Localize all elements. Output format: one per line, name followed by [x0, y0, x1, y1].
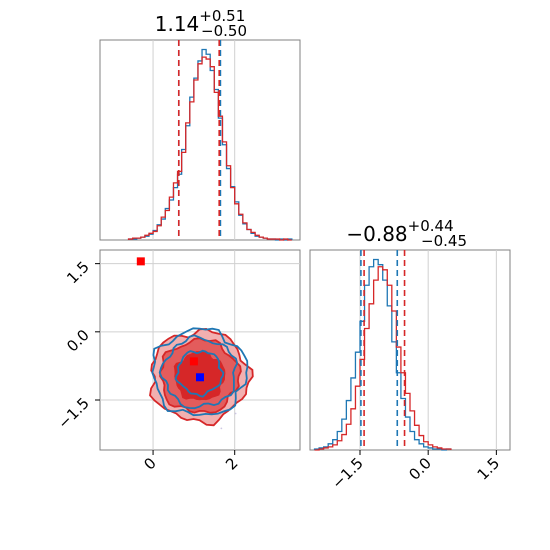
sample-point	[220, 427, 223, 430]
x-tick-label: 0.0	[405, 454, 435, 484]
x-tick-label: 1.5	[474, 454, 504, 484]
top-left-title-value: 1.14	[155, 12, 200, 36]
panel-top-left-histograms	[127, 48, 293, 241]
panel-top-left-frame	[99, 39, 301, 241]
y-tick-label: −1.5	[54, 394, 92, 432]
sample-point	[234, 412, 237, 415]
panel-bottom-right-quantile-lines	[360, 250, 406, 450]
contour-level-blue	[174, 349, 225, 398]
panel-top-left-quantile-lines	[177, 40, 222, 240]
contour-level-blue	[151, 327, 249, 417]
panel-bottom-left-contours	[149, 327, 254, 427]
panel-bottom-right-histograms	[313, 258, 452, 451]
x-tick-label: 2	[222, 454, 241, 473]
y-tick-label: 0.0	[63, 326, 93, 356]
x-tick-label: −1.5	[328, 454, 366, 492]
histogram-series	[127, 56, 292, 241]
histogram-series	[313, 258, 452, 451]
truth-marker	[189, 357, 198, 366]
truth-marker	[196, 373, 204, 382]
bottom-right-title-upper: +0.44	[408, 217, 454, 235]
x-tick-label: 0	[140, 454, 159, 473]
panel-bottom-left-y-ticks: 1.5 0.0 −1.5	[54, 258, 100, 433]
top-left-title: 1.14+0.51	[155, 7, 246, 36]
top-left-title-lower: −0.50	[201, 22, 247, 40]
panel-bottom-right: −1.5 0.0 1.5 −0.88+0.44 −0.45	[309, 217, 511, 493]
panel-top-left-grid	[152, 40, 236, 240]
histogram-series	[314, 266, 452, 451]
bottom-right-title: −0.88+0.44	[346, 217, 453, 246]
panel-bottom-left-markers	[136, 257, 204, 382]
contour-level-blue	[158, 334, 239, 410]
truth-marker	[136, 257, 145, 266]
bottom-right-title-value: −0.88	[346, 222, 407, 246]
bottom-right-title-lower: −0.45	[421, 232, 467, 250]
top-left-title-upper: +0.51	[199, 7, 245, 25]
panel-top-left: 1.14+0.51 −0.50	[99, 7, 301, 241]
y-tick-label: 1.5	[63, 258, 93, 288]
panel-bottom-right-x-ticks: −1.5 0.0 1.5	[328, 450, 503, 493]
